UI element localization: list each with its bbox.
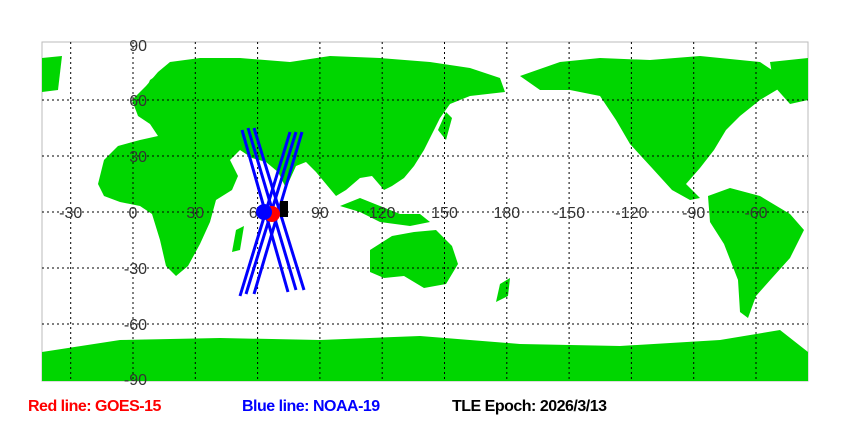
- greenland: [770, 58, 808, 104]
- axis-labels: -300306090120150180-150-120-90-60906030-…: [59, 38, 768, 389]
- legend-blue-line: Blue line: NOAA-19: [242, 398, 380, 415]
- lon-label: -90: [682, 205, 705, 222]
- lon-label: 90: [311, 205, 329, 222]
- lat-label: -90: [124, 372, 147, 389]
- africa-eurasia: [98, 56, 505, 276]
- lat-label: -60: [124, 317, 147, 334]
- graticule: [42, 42, 808, 381]
- lat-label: -30: [124, 261, 147, 278]
- tle-epoch: TLE Epoch: 2026/3/13: [452, 398, 607, 415]
- australia: [370, 230, 458, 288]
- lon-label: -150: [553, 205, 585, 222]
- europe-north: [140, 66, 200, 108]
- lon-label: 180: [493, 205, 520, 222]
- legend-red-line: Red line: GOES-15: [28, 398, 161, 415]
- lon-label: 120: [369, 205, 396, 222]
- greenland-west: [42, 56, 62, 92]
- lat-label: 30: [129, 149, 147, 166]
- lon-label: -30: [59, 205, 82, 222]
- indonesia: [340, 198, 430, 226]
- lat-label: 90: [129, 38, 147, 55]
- noaa-19-position: [256, 204, 272, 220]
- lon-label: -60: [744, 205, 767, 222]
- satellite-marker: [280, 201, 288, 217]
- madagascar: [232, 226, 244, 252]
- north-america: [520, 56, 790, 200]
- land: [42, 56, 808, 381]
- lon-label: 30: [186, 205, 204, 222]
- antarctica: [42, 330, 808, 381]
- lon-label: -120: [615, 205, 647, 222]
- lon-label: 0: [129, 205, 138, 222]
- lon-label: 150: [431, 205, 458, 222]
- japan: [438, 112, 452, 140]
- lat-label: 60: [129, 93, 147, 110]
